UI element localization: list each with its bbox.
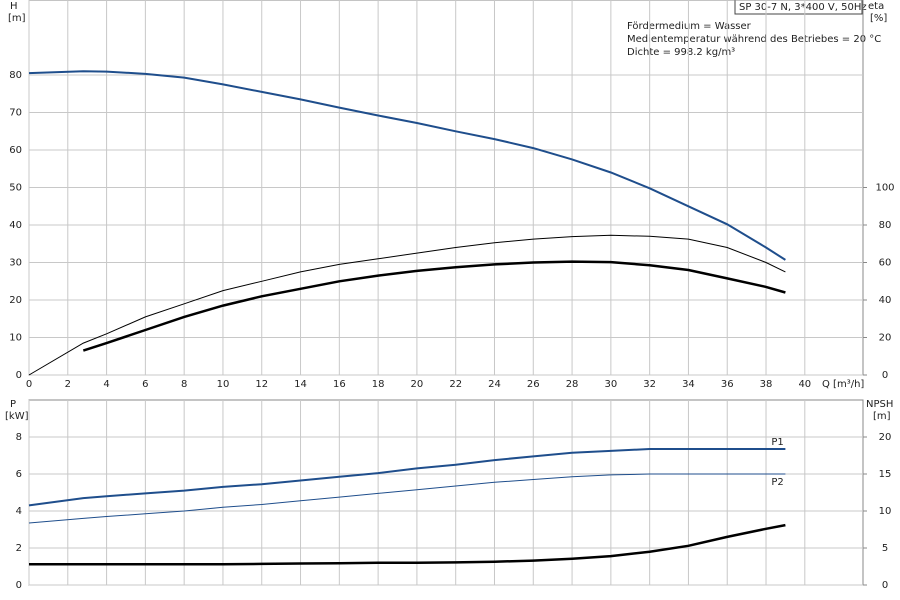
chart-title: SP 30-7 N, 3*400 V, 50Hz [739, 2, 867, 13]
y-tick-label: 20 [9, 295, 22, 306]
y-tick-label: 80 [9, 70, 22, 81]
title-box [734, 0, 863, 15]
series-line [28, 70, 786, 261]
y-tick-label: 0 [16, 580, 22, 591]
y2-tick-label: 0 [882, 370, 888, 381]
y-tick-label: 4 [16, 506, 22, 517]
y2-tick-label: 20 [879, 333, 892, 344]
series-line [29, 523, 786, 566]
y-unit: [kW] [5, 411, 29, 422]
y2-tick-label: 40 [879, 295, 892, 306]
x-tick-label: 22 [449, 379, 462, 390]
y-tick-label: 40 [9, 220, 22, 231]
x-tick-label: 18 [372, 379, 385, 390]
series-label: P2 [771, 477, 783, 488]
x-tick-label: 34 [682, 379, 695, 390]
x-tick-label: 24 [488, 379, 501, 390]
x-tick-label: 0 [26, 379, 32, 390]
x-label: Q [m³/h] [822, 379, 864, 390]
x-tick-label: 16 [333, 379, 346, 390]
y-tick-label: 10 [9, 333, 22, 344]
y2-tick-label: 100 [875, 183, 894, 194]
x-tick-label: 4 [103, 379, 109, 390]
x-tick-label: 8 [181, 379, 187, 390]
y2-tick-label: 60 [879, 258, 892, 269]
x-tick-label: 12 [255, 379, 268, 390]
x-tick-label: 30 [604, 379, 617, 390]
y-unit: [m] [8, 13, 26, 24]
series-line [82, 260, 786, 352]
y2-label: NPSH [866, 399, 893, 410]
y-tick-label: 8 [16, 432, 22, 443]
y-tick-label: 0 [16, 370, 22, 381]
y2-tick-label: 15 [879, 469, 892, 480]
x-tick-label: 10 [217, 379, 230, 390]
y-tick-label: 70 [9, 108, 22, 119]
series-label: P1 [771, 437, 783, 448]
y2-unit: [m] [873, 411, 891, 422]
series-line [28, 448, 786, 507]
annotation: Fördermedium = Wasser [627, 21, 752, 32]
y-tick-label: 6 [16, 469, 22, 480]
y2-tick-label: 0 [882, 580, 888, 591]
y-label: P [10, 399, 16, 410]
y-label: H [10, 1, 18, 12]
x-tick-label: 38 [760, 379, 773, 390]
y2-unit: [%] [870, 13, 887, 24]
y2-tick-label: 10 [879, 506, 892, 517]
y-tick-label: 50 [9, 183, 22, 194]
annotation: Medientemperatur während des Betriebes =… [627, 34, 881, 45]
x-tick-label: 32 [643, 379, 656, 390]
x-tick-label: 6 [142, 379, 148, 390]
y2-tick-label: 80 [879, 220, 892, 231]
series-line [28, 473, 786, 524]
y2-label: eta [868, 1, 884, 12]
x-tick-label: 40 [798, 379, 811, 390]
y2-tick-label: 20 [879, 432, 892, 443]
x-tick-label: 20 [411, 379, 424, 390]
x-tick-label: 26 [527, 379, 540, 390]
x-tick-label: 36 [721, 379, 734, 390]
y-tick-label: 2 [16, 543, 22, 554]
series-line [28, 234, 786, 376]
y2-tick-label: 5 [882, 543, 888, 554]
y-tick-label: 30 [9, 258, 22, 269]
x-tick-label: 14 [294, 379, 307, 390]
x-tick-label: 28 [566, 379, 579, 390]
y-tick-label: 60 [9, 145, 22, 156]
annotation: Dichte = 998.2 kg/m³ [627, 47, 735, 58]
x-tick-label: 2 [65, 379, 71, 390]
